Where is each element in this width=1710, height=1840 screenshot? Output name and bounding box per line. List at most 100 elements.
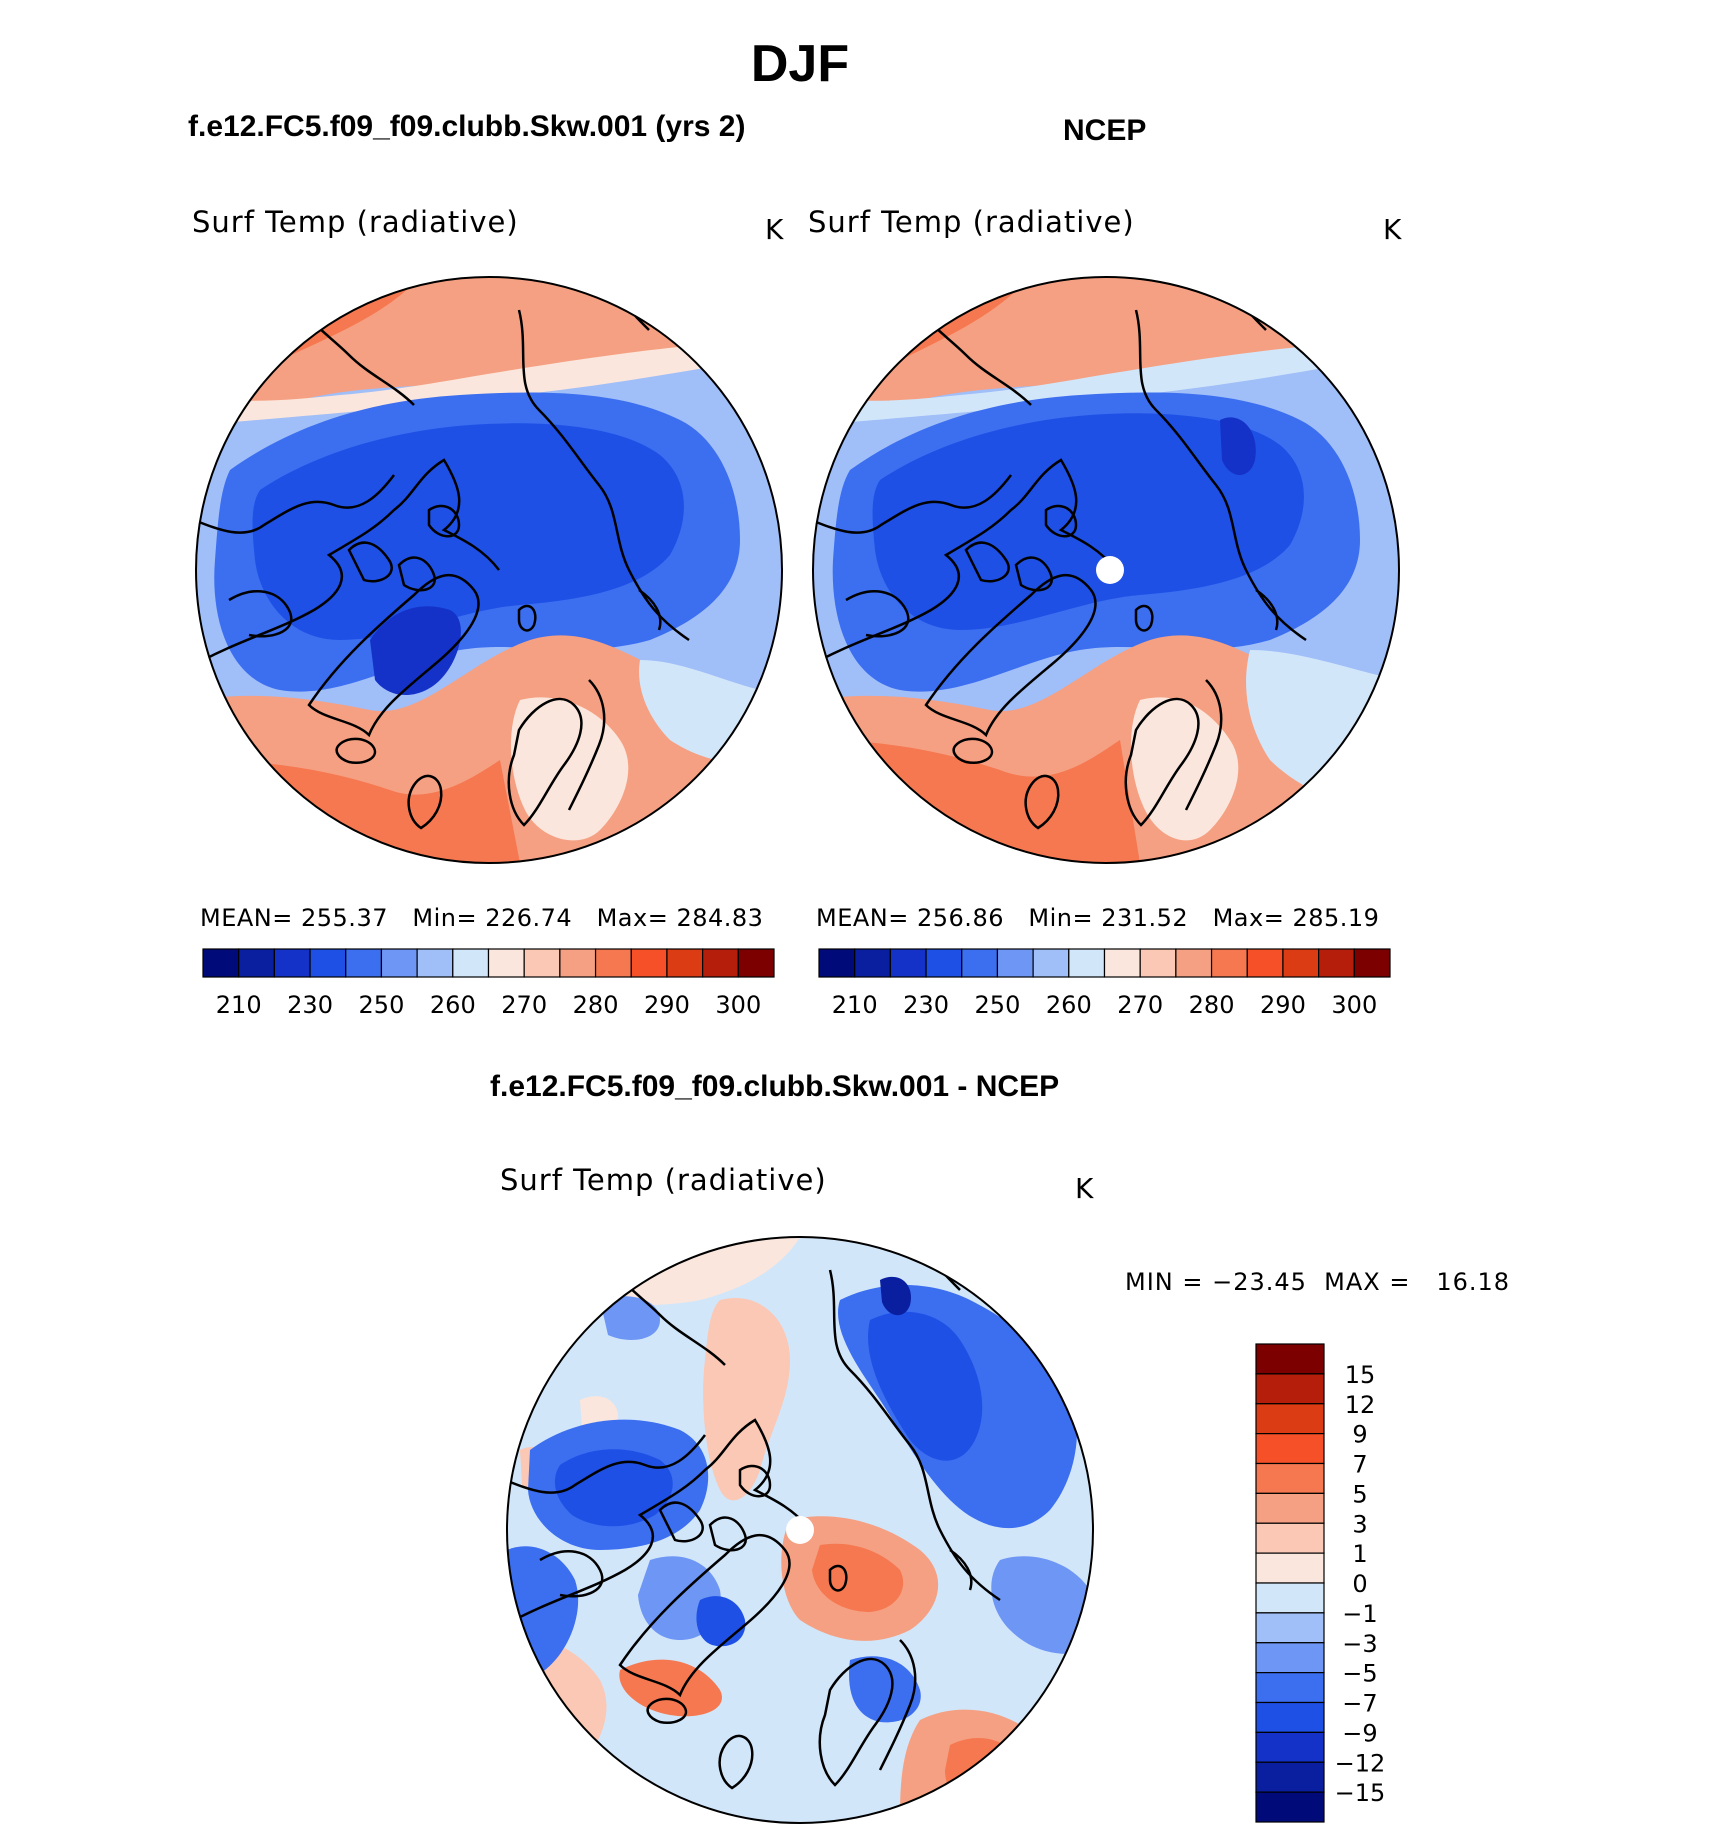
panel1-min-value: 226.74 xyxy=(485,904,573,932)
panel1-colorbar-cell xyxy=(487,948,525,978)
panel1-mean-value: 255.37 xyxy=(301,904,388,932)
difference-colorbar-cell xyxy=(1255,1761,1325,1793)
panel2-colorbar-cell xyxy=(1068,948,1106,978)
panel1-units-label: K xyxy=(765,213,785,246)
difference-colorbar-label: −12 xyxy=(1335,1749,1386,1777)
panel2-colorbar-tick-label: 260 xyxy=(1046,991,1092,1019)
panel2-map xyxy=(812,276,1400,864)
difference-colorbar-label: −9 xyxy=(1342,1719,1377,1747)
panel2-colorbar-tick-label: 250 xyxy=(975,991,1021,1019)
difference-colorbar-cell xyxy=(1255,1642,1325,1674)
panel2-max-label: Max= xyxy=(1212,904,1285,932)
difference-colorbar-label: −1 xyxy=(1342,1600,1377,1628)
panel2-colorbar-cell xyxy=(1103,948,1141,978)
panel2-colorbar-cell xyxy=(818,948,856,978)
difference-colorbar-cell xyxy=(1255,1701,1325,1733)
panel1-colorbar-cell xyxy=(559,948,597,978)
difference-colorbar-cell xyxy=(1255,1433,1325,1465)
panel2-case-title: NCEP xyxy=(1063,114,1147,147)
difference-colorbar-cell xyxy=(1255,1612,1325,1644)
panel1-mean-label: MEAN= xyxy=(200,904,293,932)
panel2-colorbar-tick-label: 290 xyxy=(1260,991,1306,1019)
difference-colorbar-cell xyxy=(1255,1552,1325,1584)
difference-colorbar-cell xyxy=(1255,1791,1325,1823)
difference-colorbar-cell xyxy=(1255,1343,1325,1375)
panel1-colorbar-cell xyxy=(523,948,561,978)
panel2-colorbar-cell xyxy=(1318,948,1355,978)
panel1-colorbar-cell xyxy=(273,948,311,978)
panel1-variable-label: Surf Temp (radiative) xyxy=(192,205,519,239)
difference-title: f.e12.FC5.f09_f09.clubb.Skw.001 - NCEP xyxy=(490,1070,1060,1103)
difference-map xyxy=(506,1236,1094,1824)
panel2-min-value: 231.52 xyxy=(1101,904,1189,932)
difference-colorbar-cell xyxy=(1255,1492,1325,1524)
panel2-colorbar-tick-label: 280 xyxy=(1189,991,1235,1019)
difference-units-label: K xyxy=(1075,1172,1095,1205)
panel1-colorbar-cell xyxy=(702,948,739,978)
difference-colorbar-cell xyxy=(1255,1582,1325,1614)
difference-colorbar-label: −5 xyxy=(1342,1660,1377,1688)
panel2-colorbar-labels: 210 230 250 260 270 280 290 300 xyxy=(832,991,1377,1019)
difference-colorbar-label: 7 xyxy=(1352,1451,1367,1479)
panel2-stats: MEAN= 256.86 Min= 231.52 Max= 285.19 xyxy=(816,904,1379,932)
difference-colorbar-cell xyxy=(1255,1731,1325,1763)
panel1-colorbar-cell xyxy=(666,948,704,978)
panel2-max-value: 285.19 xyxy=(1292,904,1380,932)
difference-colorbar-label: 0 xyxy=(1352,1570,1367,1598)
panel1-colorbar-tick-label: 210 xyxy=(216,991,262,1019)
panel2-mean-label: MEAN= xyxy=(816,904,909,932)
difference-colorbar-label: 3 xyxy=(1352,1510,1367,1538)
difference-minmax: MIN = −23.45 MAX = 16.18 xyxy=(1125,1268,1511,1296)
panel2-colorbar-tick-label: 300 xyxy=(1331,991,1377,1019)
panel2-colorbar-tick-label: 210 xyxy=(832,991,878,1019)
difference-colorbar-label: 1 xyxy=(1352,1540,1367,1568)
panel1-colorbar-tick-label: 280 xyxy=(573,991,619,1019)
panel2-colorbar-tick-label: 270 xyxy=(1117,991,1163,1019)
panel2-colorbar-tick-label: 230 xyxy=(903,991,949,1019)
panel1-colorbar-cell xyxy=(594,948,632,978)
panel1-colorbar-tick-label: 260 xyxy=(430,991,476,1019)
panel2-colorbar-cell xyxy=(1210,948,1248,978)
panel2-colorbar-cell xyxy=(1246,948,1284,978)
panel1-colorbar-cell xyxy=(416,948,454,978)
panel1-colorbar-tick-label: 250 xyxy=(359,991,405,1019)
difference-colorbar-cell xyxy=(1255,1672,1325,1704)
panel1-case-title: f.e12.FC5.f09_f09.clubb.Skw.001 (yrs 2) xyxy=(188,110,746,143)
panel1-colorbar-tick-label: 270 xyxy=(501,991,547,1019)
panel1-stats: MEAN= 255.37 Min= 226.74 Max= 284.83 xyxy=(200,904,763,932)
panel2-colorbar-cell xyxy=(1175,948,1213,978)
panel2-colorbar xyxy=(818,948,1391,978)
panel2-min-label: Min= xyxy=(1028,904,1094,932)
panel2-colorbar-cell xyxy=(1282,948,1320,978)
difference-colorbar-label: 9 xyxy=(1352,1421,1367,1449)
panel2-mean-value: 256.86 xyxy=(917,904,1004,932)
figure-title: DJF xyxy=(750,35,850,93)
panel1-colorbar-cell xyxy=(380,948,418,978)
panel2-colorbar-cell xyxy=(1139,948,1177,978)
difference-colorbar-label: 15 xyxy=(1345,1361,1376,1389)
panel1-colorbar-tick-label: 290 xyxy=(644,991,690,1019)
panel2-colorbar-cell xyxy=(889,948,927,978)
panel1-colorbar-cell xyxy=(309,948,347,978)
panel1-colorbar-cell xyxy=(238,948,275,978)
panel2-colorbar-cell xyxy=(996,948,1034,978)
panel1-min-label: Min= xyxy=(412,904,478,932)
panel2-colorbar-cell xyxy=(1032,948,1070,978)
panel2-colorbar-cell xyxy=(1353,948,1391,978)
difference-colorbar-label: −15 xyxy=(1335,1779,1386,1807)
difference-colorbar-cell xyxy=(1255,1462,1325,1494)
panel1-colorbar-cell xyxy=(452,948,490,978)
difference-colorbar-cell xyxy=(1255,1522,1325,1554)
panel2-colorbar-cell xyxy=(925,948,963,978)
panel1-colorbar-tick-label: 230 xyxy=(287,991,333,1019)
difference-colorbar-label: 12 xyxy=(1345,1391,1376,1419)
difference-variable-label: Surf Temp (radiative) xyxy=(500,1163,827,1197)
difference-colorbar-label: 5 xyxy=(1352,1480,1367,1508)
difference-colorbar-cell xyxy=(1255,1403,1325,1435)
panel1-colorbar-cell xyxy=(202,948,240,978)
panel1-colorbar xyxy=(202,948,775,978)
panel1-max-value: 284.83 xyxy=(676,904,764,932)
panel1-colorbar-labels: 210 230 250 260 270 280 290 300 xyxy=(216,991,761,1019)
panel2-colorbar-cell xyxy=(961,948,999,978)
